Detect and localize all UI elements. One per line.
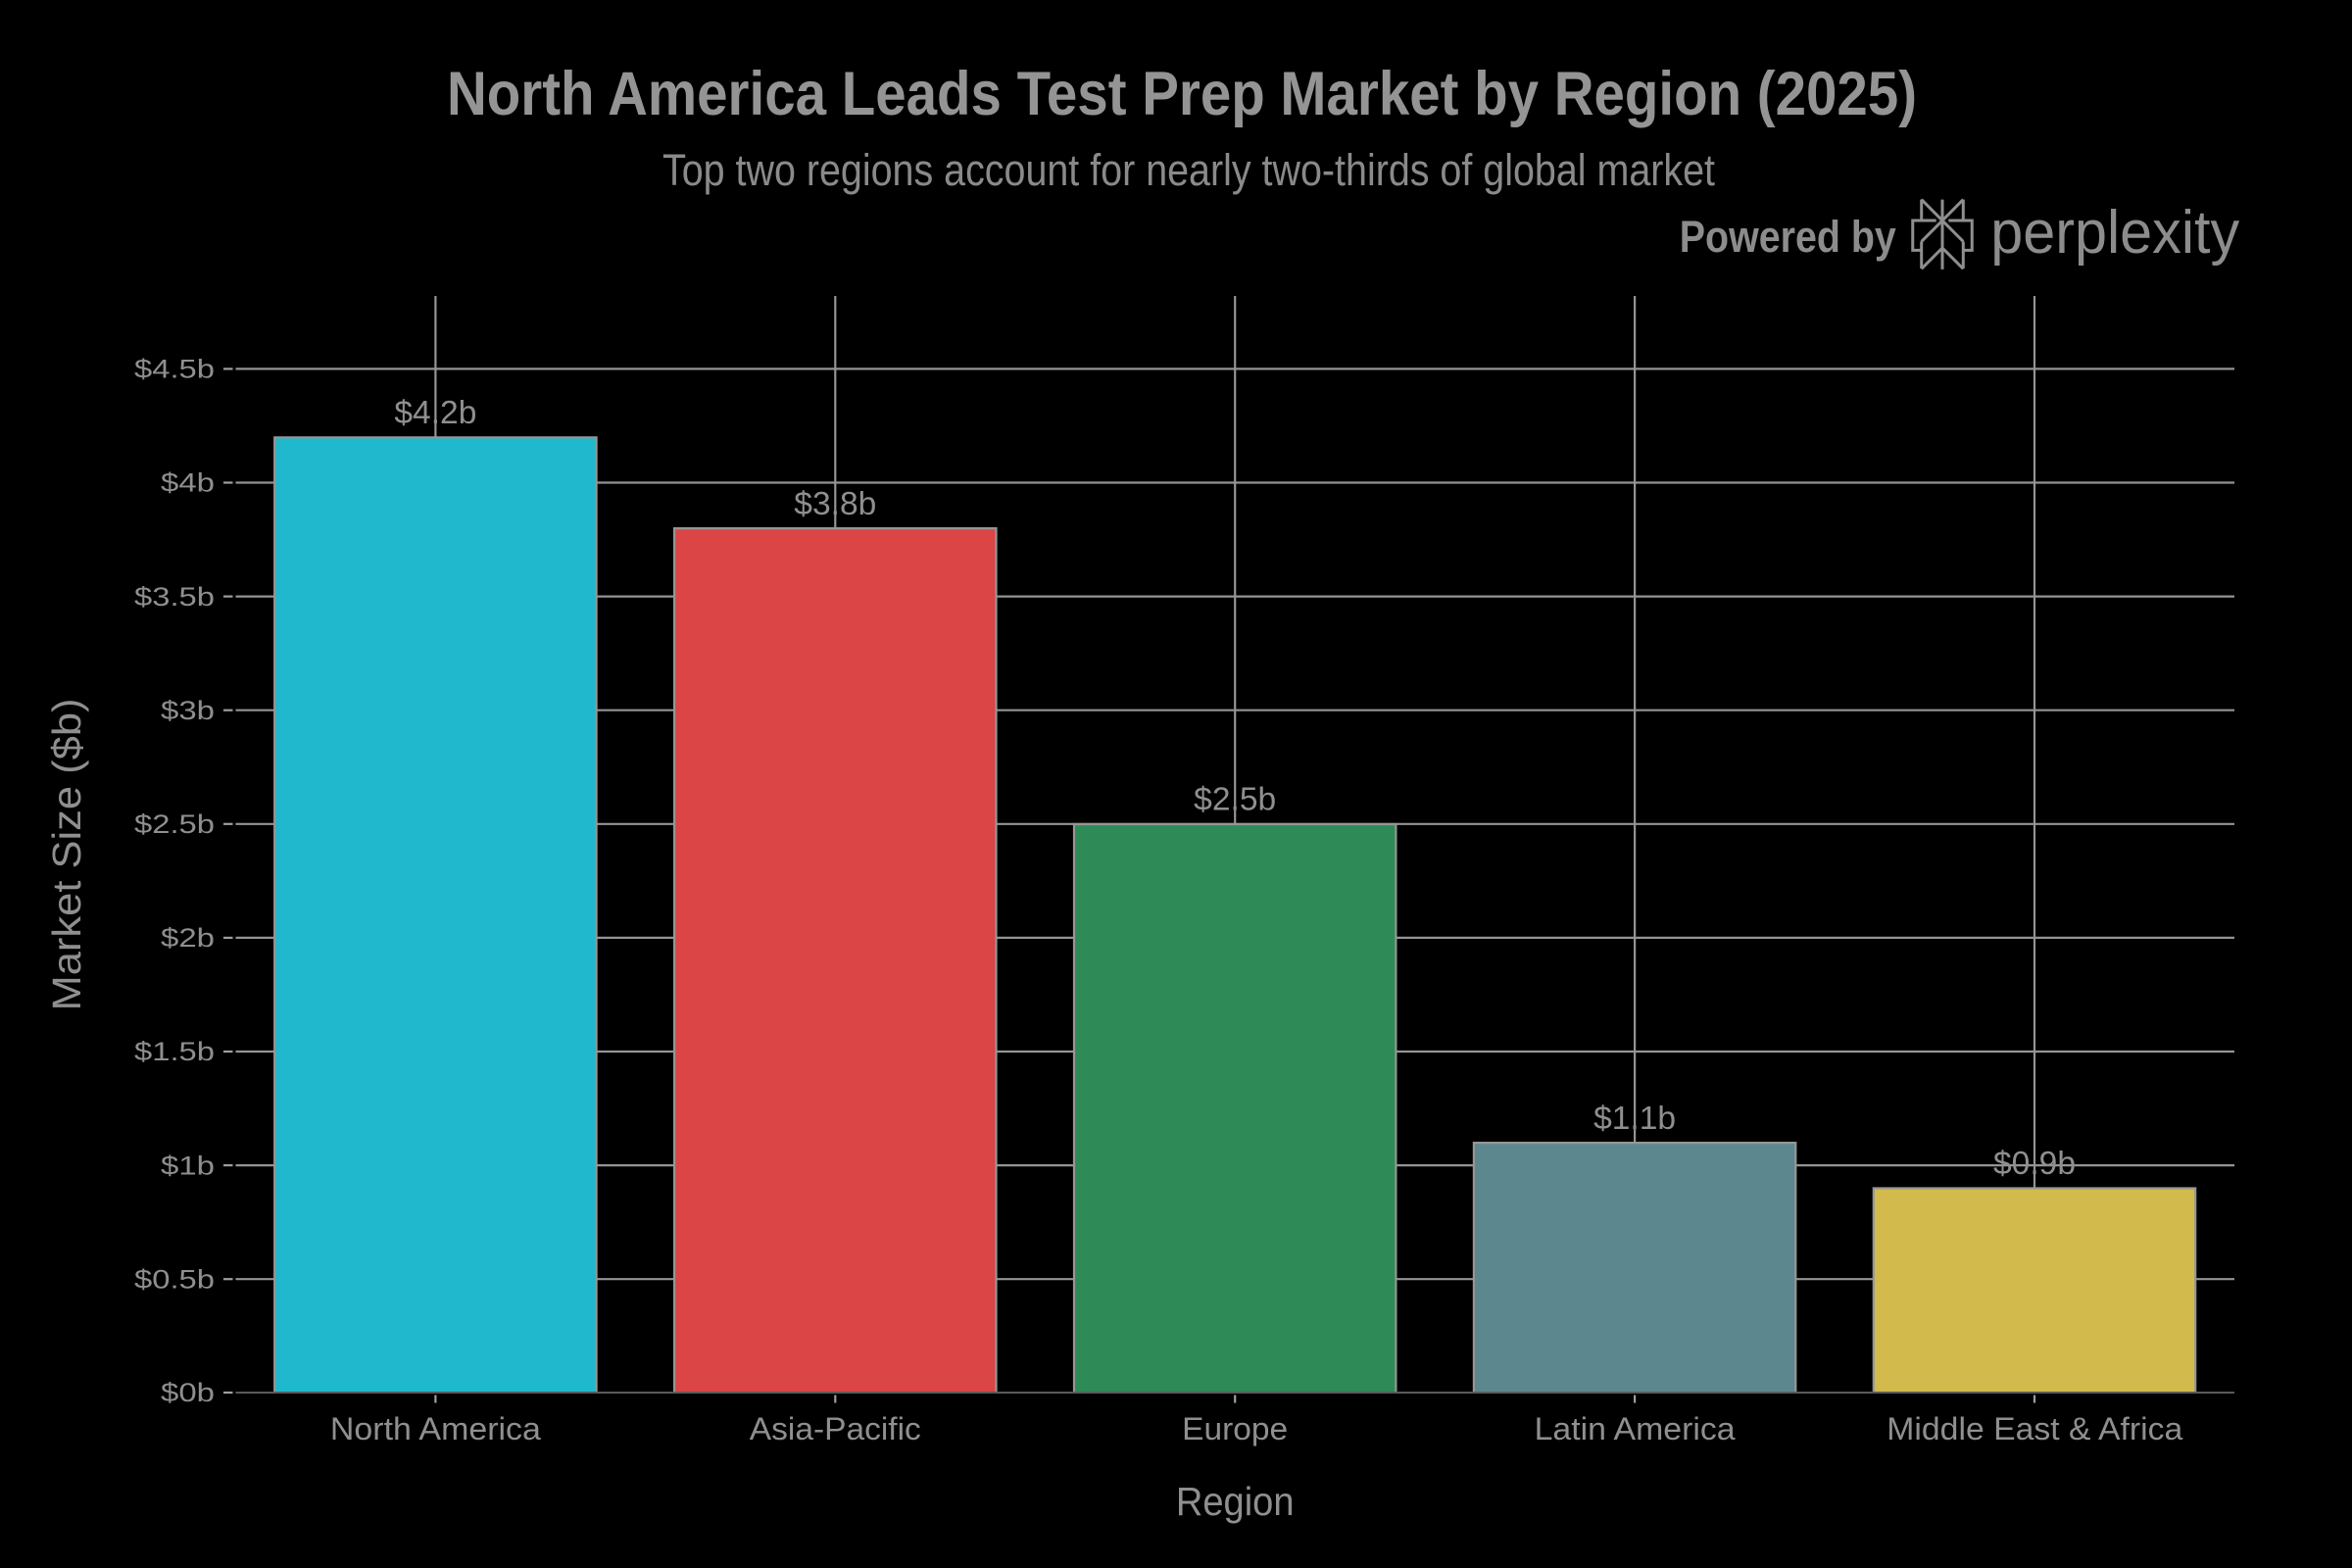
- svg-text:Top two regions account for ne: Top two regions account for nearly two-t…: [662, 145, 1715, 195]
- svg-text:$0.9b: $0.9b: [1993, 1145, 2076, 1181]
- svg-text:North America Leads Test Prep: North America Leads Test Prep Market by …: [447, 60, 1917, 128]
- svg-text:Latin America: Latin America: [1535, 1411, 1736, 1446]
- svg-text:Europe: Europe: [1182, 1411, 1288, 1446]
- svg-text:perplexity: perplexity: [1990, 199, 2239, 267]
- svg-text:Asia-Pacific: Asia-Pacific: [750, 1411, 921, 1446]
- svg-text:Powered by: Powered by: [1680, 212, 1896, 262]
- svg-text:North America: North America: [330, 1411, 541, 1446]
- svg-text:$4.2b: $4.2b: [394, 394, 476, 430]
- svg-text:$2b: $2b: [161, 923, 215, 953]
- svg-text:$3.8b: $3.8b: [794, 485, 876, 521]
- svg-text:$1.1b: $1.1b: [1593, 1100, 1676, 1136]
- svg-text:$4b: $4b: [161, 468, 215, 498]
- svg-text:Market Size ($b): Market Size ($b): [44, 699, 89, 1011]
- svg-text:$1.5b: $1.5b: [134, 1037, 215, 1066]
- svg-text:Middle East & Africa: Middle East & Africa: [1886, 1411, 2182, 1446]
- svg-text:$4.5b: $4.5b: [134, 355, 215, 384]
- svg-text:$1b: $1b: [161, 1151, 215, 1180]
- svg-text:Region: Region: [1176, 1479, 1295, 1524]
- svg-text:$3.5b: $3.5b: [134, 582, 215, 612]
- svg-text:$2.5b: $2.5b: [1194, 781, 1276, 817]
- svg-text:$3b: $3b: [161, 696, 215, 725]
- svg-text:$0.5b: $0.5b: [134, 1264, 215, 1294]
- svg-text:$0b: $0b: [161, 1378, 215, 1407]
- svg-text:$2.5b: $2.5b: [134, 809, 215, 839]
